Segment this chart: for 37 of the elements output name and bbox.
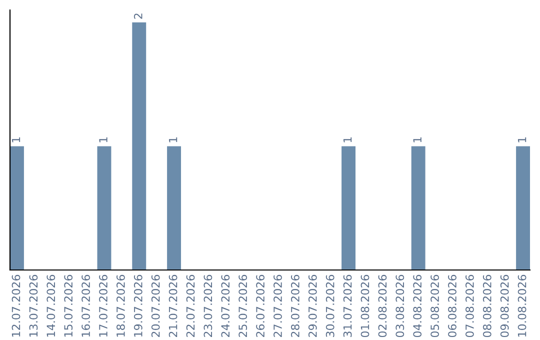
x-tick-label: 21.07.2026 [168,274,178,337]
data-label: 1 [413,137,422,142]
data-label: 2 [134,14,142,19]
x-tick-label: 19.07.2026 [134,274,142,337]
x-tick-label: 04.08.2026 [413,274,422,338]
x-tick-label: 27.07.2026 [274,274,282,337]
x-tick-label: 12.07.2026 [12,274,20,337]
x-tick-label: 08.08.2026 [482,274,492,338]
x-tick-label: 22.07.2026 [186,274,195,337]
x-tick-label: 29.07.2026 [308,274,317,337]
x-tick-label: 15.07.2026 [64,274,73,337]
x-tick-label: 28.07.2026 [290,274,300,337]
data-label: 1 [12,137,20,142]
x-tick-label: 31.07.2026 [343,274,352,337]
x-tick-label: 01.08.2026 [360,274,370,338]
x-tick-label: 23.07.2026 [204,274,212,337]
x-tick-label: 02.08.2026 [378,274,387,338]
x-tick-label: 09.08.2026 [500,274,509,338]
x-tick-label: 16.07.2026 [82,274,90,337]
x-tick-label: 13.07.2026 [29,274,38,337]
x-tick-label: 17.07.2026 [99,274,108,337]
x-tick-label: 25.07.2026 [238,274,248,337]
x-tick-label: 20.07.2026 [151,274,160,337]
x-tick-label: 14.07.2026 [46,274,56,337]
data-label: 1 [99,137,108,142]
x-tick-label: 30.07.2026 [326,274,334,337]
data-label: 1 [168,137,178,142]
x-tick-label: 10.08.2026 [518,274,526,337]
x-tick-label: 03.08.2026 [396,274,404,338]
x-tick-label: 26.07.2026 [256,274,264,337]
data-label: 1 [518,137,526,142]
x-tick-label: 24.07.2026 [221,274,230,337]
x-tick-label: 07.08.2026 [465,274,474,338]
x-tick-label: 06.08.2026 [448,274,456,338]
data-label: 1 [343,137,352,142]
x-tick-label: 18.07.2026 [116,274,125,337]
x-tick-label: 05.08.2026 [430,274,439,338]
